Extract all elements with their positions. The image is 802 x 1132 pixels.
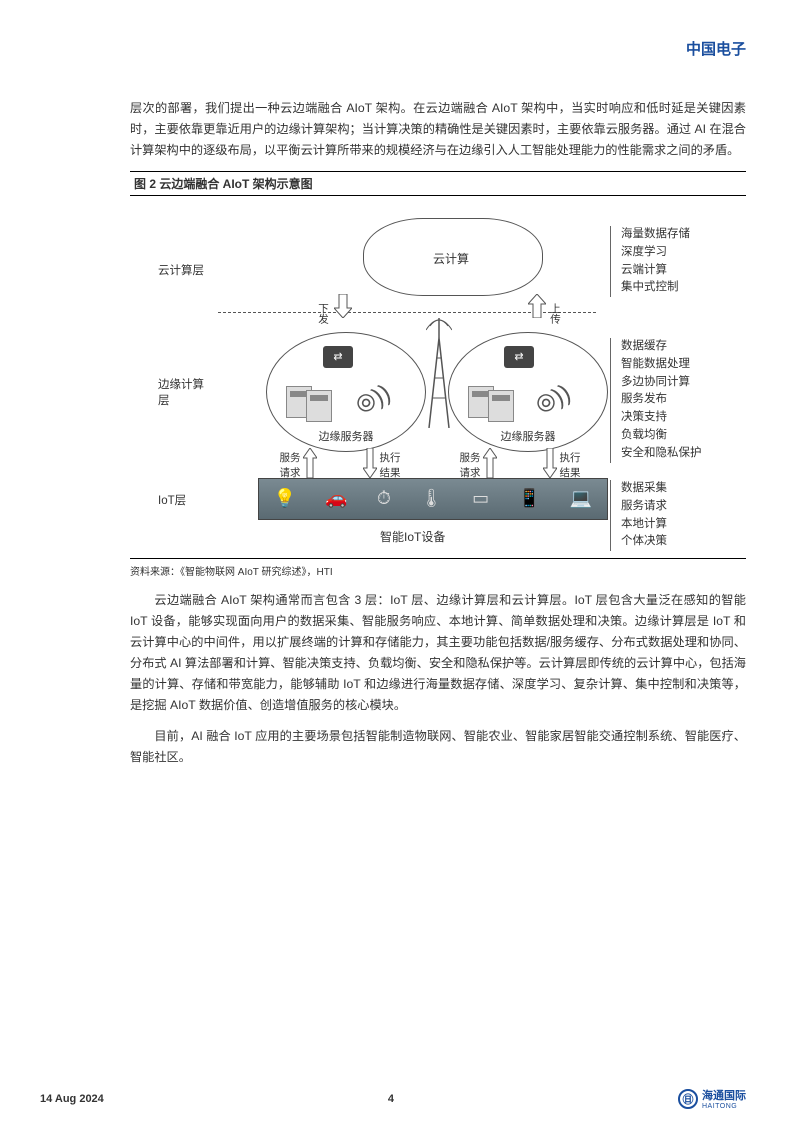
arrow-req-icon bbox=[483, 448, 497, 478]
label-iot-layer: IoT层 bbox=[158, 492, 186, 508]
arrow-req-label: 服务请求 bbox=[276, 450, 304, 480]
figure-source: 资料来源：《智能物联网 AIoT 研究综述》，HTI bbox=[130, 558, 746, 578]
side-item: 本地计算 bbox=[621, 516, 718, 534]
server-icon bbox=[488, 390, 514, 422]
paragraph-2: 云边端融合 AIoT 架构通常而言包含 3 层：IoT 层、边缘计算层和云计算层… bbox=[130, 590, 746, 716]
iot-device-bar: 💡 🚗 ⏱ 🌡 ▭ 📱 💻 bbox=[258, 478, 608, 520]
side-item: 数据缓存 bbox=[621, 338, 718, 356]
label-cloud-layer: 云计算层 bbox=[158, 262, 204, 278]
arrow-res-icon bbox=[543, 448, 557, 478]
arrow-req-label: 服务请求 bbox=[456, 450, 484, 480]
laptop-icon: 💻 bbox=[570, 488, 592, 509]
arrow-up-icon bbox=[528, 294, 546, 318]
side-item: 个体决策 bbox=[621, 533, 718, 551]
logo-text: 海通国际 bbox=[702, 1087, 746, 1103]
cell-tower-icon bbox=[426, 318, 452, 428]
server-icon bbox=[306, 390, 332, 422]
edge-server-label-1: 边缘服务器 bbox=[306, 428, 386, 444]
side-item: 服务发布 bbox=[621, 391, 718, 409]
side-list-edge: 数据缓存 智能数据处理 多边协同计算 服务发布 决策支持 负载均衡 安全和隐私保… bbox=[610, 338, 718, 463]
car-icon: 🚗 bbox=[325, 488, 347, 509]
side-item: 决策支持 bbox=[621, 409, 718, 427]
side-item: 数据采集 bbox=[621, 480, 718, 498]
bulb-icon: 💡 bbox=[274, 488, 296, 509]
arrow-down-label: 下发 bbox=[316, 300, 331, 328]
arrow-up-label: 上传 bbox=[548, 300, 563, 328]
edge-server-label-2: 边缘服务器 bbox=[488, 428, 568, 444]
arrow-res-icon bbox=[363, 448, 377, 478]
footer-logo: ㊐ 海通国际 HAITONG bbox=[678, 1087, 746, 1110]
side-item: 安全和隐私保护 bbox=[621, 445, 718, 463]
side-item: 智能数据处理 bbox=[621, 356, 718, 374]
logo-icon: ㊐ bbox=[678, 1089, 698, 1109]
arrow-res-label: 执行结果 bbox=[556, 450, 584, 480]
paragraph-1: 层次的部署，我们提出一种云边端融合 AIoT 架构。在云边端融合 AIoT 架构… bbox=[130, 98, 746, 161]
logo-subtext: HAITONG bbox=[702, 1103, 746, 1110]
side-item: 深度学习 bbox=[621, 244, 718, 262]
arrow-req-icon bbox=[303, 448, 317, 478]
gauge-icon: ⏱ bbox=[377, 488, 391, 509]
paragraph-3: 目前，AI 融合 IoT 应用的主要场景包括智能制造物联网、智能农业、智能家居智… bbox=[130, 726, 746, 768]
brand-header: 中国电子 bbox=[686, 38, 746, 59]
arrow-down-icon bbox=[334, 294, 352, 318]
side-list-iot: 数据采集 服务请求 本地计算 个体决策 bbox=[610, 480, 718, 551]
tablet-icon: ▭ bbox=[472, 488, 489, 509]
side-item: 负载均衡 bbox=[621, 427, 718, 445]
footer-date: 14 Aug 2024 bbox=[40, 1093, 104, 1105]
side-item: 多边协同计算 bbox=[621, 374, 718, 392]
side-item: 集中式控制 bbox=[621, 279, 718, 297]
aiot-diagram: 云计算层 边缘计算层 IoT层 云计算 海量数据存储 深度学习 云端计算 集中式… bbox=[158, 218, 718, 548]
router-icon bbox=[323, 346, 353, 368]
footer-page-number: 4 bbox=[388, 1093, 394, 1105]
figure-title: 图 2 云边端融合 AIoT 架构示意图 bbox=[130, 171, 746, 196]
page: 中国电子 层次的部署，我们提出一种云边端融合 AIoT 架构。在云边端融合 AI… bbox=[0, 0, 802, 1132]
side-item: 海量数据存储 bbox=[621, 226, 718, 244]
thermo-icon: 🌡 bbox=[420, 488, 443, 509]
side-item: 服务请求 bbox=[621, 498, 718, 516]
content-area: 层次的部署，我们提出一种云边端融合 AIoT 架构。在云边端融合 AIoT 架构… bbox=[130, 98, 746, 768]
iot-caption: 智能IoT设备 bbox=[380, 528, 445, 545]
side-item: 云端计算 bbox=[621, 262, 718, 280]
router-icon bbox=[504, 346, 534, 368]
side-list-cloud: 海量数据存储 深度学习 云端计算 集中式控制 bbox=[610, 226, 718, 297]
label-edge-layer: 边缘计算层 bbox=[158, 376, 206, 408]
arrow-res-label: 执行结果 bbox=[376, 450, 404, 480]
phone-icon: 📱 bbox=[518, 488, 540, 509]
cloud-label: 云计算 bbox=[433, 250, 469, 267]
page-footer: 14 Aug 2024 4 ㊐ 海通国际 HAITONG bbox=[0, 1087, 802, 1110]
